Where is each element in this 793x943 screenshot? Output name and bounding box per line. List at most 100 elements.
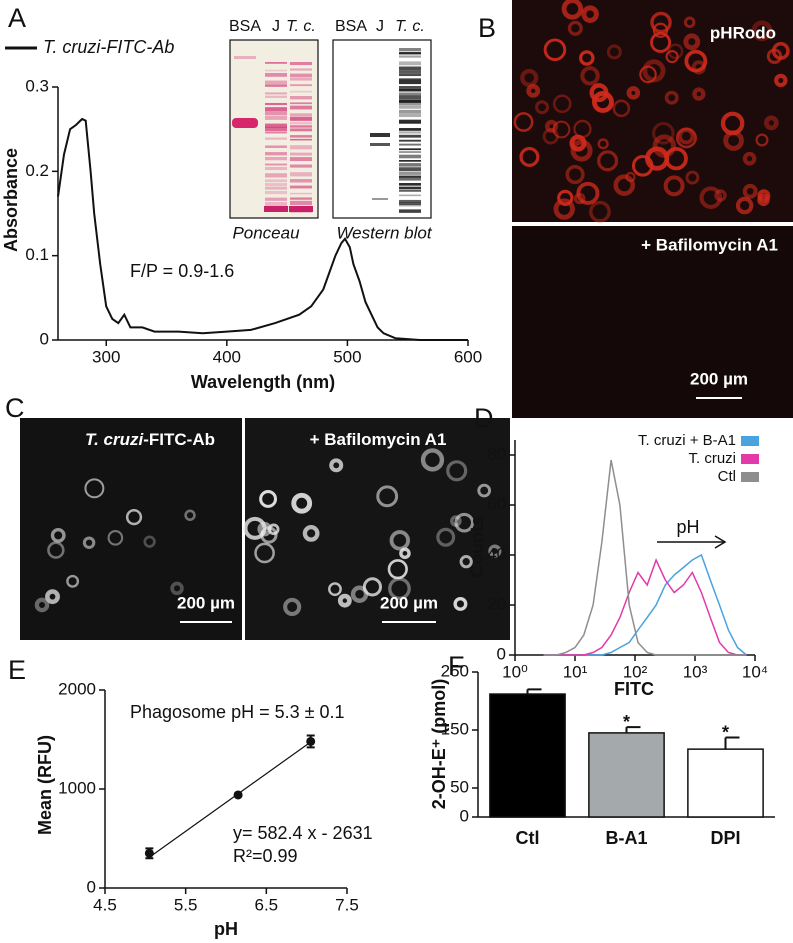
annotation: R²=0.99: [233, 846, 298, 866]
cell: [626, 86, 641, 100]
y-tick-label: 0: [87, 877, 96, 896]
cell: [576, 181, 600, 205]
y-tick-label: 0: [40, 329, 49, 348]
cell: [436, 527, 456, 547]
band: [399, 52, 421, 55]
scale-bar-label: 200 µm: [690, 369, 748, 388]
band: [232, 118, 258, 128]
cell: [519, 146, 540, 167]
band: [265, 95, 287, 98]
band: [265, 126, 287, 132]
cell: [631, 154, 654, 177]
x-axis-label: Wavelength (nm): [191, 372, 335, 392]
cell: [723, 130, 744, 151]
legend-swatch: [741, 454, 759, 464]
band: [290, 192, 312, 195]
cell: [751, 20, 773, 42]
band: [290, 77, 312, 81]
band: [290, 157, 312, 162]
series-line: [543, 459, 747, 656]
point: [233, 790, 243, 800]
band: [399, 48, 421, 52]
band: [399, 122, 421, 124]
cell: [683, 33, 701, 51]
cell: [170, 581, 184, 596]
cell: [581, 5, 599, 23]
cell: [420, 448, 445, 472]
cell: [50, 527, 66, 543]
error-bar: [625, 726, 641, 733]
y-axis-label: Counts: [467, 516, 487, 578]
cell: [513, 112, 534, 132]
band: [399, 92, 421, 96]
cell: [399, 547, 411, 560]
cell: [376, 485, 399, 508]
cell: [742, 183, 758, 199]
band: [399, 143, 421, 146]
legend-label: T. cruzi-FITC-Ab: [43, 37, 174, 57]
cell: [557, 189, 574, 206]
lane-label: BSA: [229, 18, 261, 35]
x-tick-label: 5.5: [174, 895, 198, 914]
x-tick-label: 10¹: [563, 662, 588, 681]
band: [399, 204, 421, 207]
band: [399, 171, 421, 175]
band: [290, 113, 312, 117]
x-tick-label: 400: [213, 347, 241, 366]
image-label: T. cruzi-FITC-Ab: [85, 430, 215, 449]
y-tick-label: 60: [487, 494, 506, 513]
band: [265, 72, 287, 77]
y-tick-label: 0.2: [25, 161, 49, 180]
annotation: F/P = 0.9-1.6: [130, 261, 234, 281]
band: [399, 186, 421, 190]
band: [265, 107, 287, 112]
cell: [526, 83, 541, 98]
chart: E 0 1000 2000 4.5 5.5 6.5 7.5 pH Mean (RFU) Phagos…: [8, 655, 373, 939]
cell: [757, 189, 771, 203]
y-tick-label: 250: [441, 661, 469, 680]
x-tick-label: 4.5: [93, 895, 117, 914]
band: [399, 66, 421, 71]
band: [290, 211, 312, 214]
band: [290, 145, 312, 150]
band: [265, 80, 287, 85]
series-line: [57, 117, 468, 341]
cell: [446, 460, 468, 482]
image-label: + Bafilomycin A1: [310, 430, 447, 449]
cell: [552, 120, 571, 139]
band: [265, 197, 287, 201]
chart: A 0 0.1 0.2 0.3 300 400 500 600 Wavelength (nm) Ab…: [1, 3, 482, 392]
band: [265, 173, 287, 178]
band: [265, 186, 287, 190]
y-tick-label: 2000: [58, 679, 96, 698]
band: [399, 154, 421, 159]
band: [234, 56, 256, 59]
cell: [47, 541, 65, 559]
cell: [259, 490, 278, 508]
band: [290, 179, 312, 183]
cell: [125, 509, 143, 526]
cell: [692, 87, 706, 101]
error-bar: [724, 736, 740, 750]
panel-letter: E: [8, 655, 26, 685]
band: [399, 78, 421, 81]
cell: [552, 94, 572, 114]
legend-label: Ctl: [718, 468, 736, 485]
cell: [453, 596, 468, 611]
cell: [589, 83, 609, 103]
band: [290, 73, 312, 78]
point: [306, 736, 316, 746]
band: [399, 173, 421, 178]
fit-line: [149, 741, 312, 858]
y-axis-label: Mean (RFU): [35, 735, 55, 835]
cell: [544, 119, 559, 133]
label-part: + Bafilomycin A1: [310, 430, 447, 449]
cell: [561, 0, 584, 20]
micrograph: + Bafilomycin A1 200 µm: [243, 418, 510, 640]
cell: [774, 73, 788, 88]
band: [370, 133, 390, 137]
band: [290, 121, 312, 125]
band: [399, 80, 421, 85]
